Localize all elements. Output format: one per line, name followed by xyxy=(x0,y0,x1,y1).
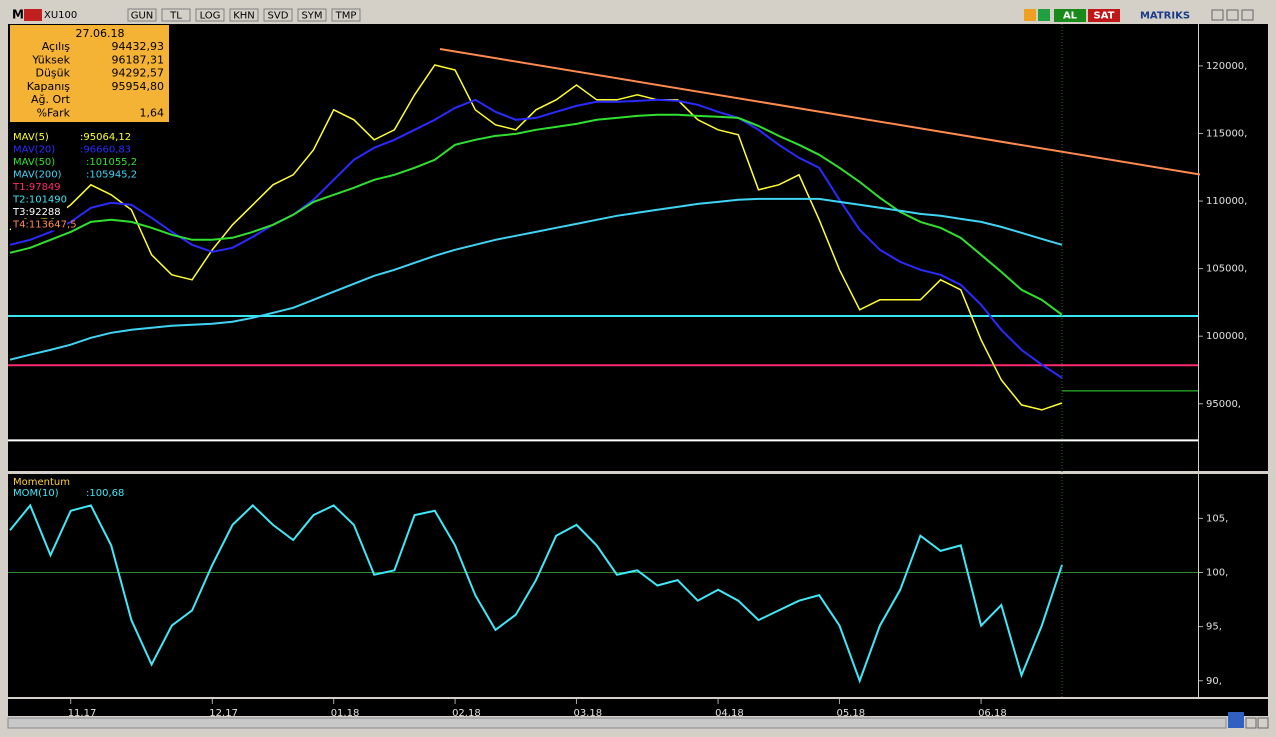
sell-button[interactable]: SAT xyxy=(1094,11,1115,22)
legend-name: MAV(200) xyxy=(13,170,62,181)
tool-icon[interactable] xyxy=(1038,9,1050,21)
maximize[interactable] xyxy=(1226,9,1239,21)
y-tick-label: 95000, xyxy=(1206,399,1241,410)
toolbar-button[interactable]: GUN xyxy=(131,11,154,22)
legend-value: :95064,12 xyxy=(80,132,131,143)
info-label: Kapanış xyxy=(27,80,71,93)
momentum-panel xyxy=(8,474,1198,697)
x-tick-label: 03.18 xyxy=(573,708,602,719)
toolbar-button-bg[interactable] xyxy=(195,8,225,22)
legend-level: T1:97849 xyxy=(12,182,61,193)
info-label: %Fark xyxy=(37,107,71,120)
trend-line xyxy=(439,48,1201,176)
y-tick-label: 110000, xyxy=(1206,196,1247,207)
legend-bg xyxy=(11,206,67,218)
info-label: Yüksek xyxy=(31,53,70,66)
info-label: Ağ. Ort xyxy=(31,93,71,106)
close[interactable] xyxy=(1241,9,1254,21)
buy-button-bg[interactable] xyxy=(1054,9,1086,22)
legend-value: :96660,83 xyxy=(80,145,131,156)
x-tick-label: 06.18 xyxy=(978,708,1007,719)
toolbar-button[interactable]: KHN xyxy=(233,11,255,22)
y-tick-label: 105000, xyxy=(1206,264,1247,275)
scroll-right[interactable] xyxy=(1257,717,1269,729)
legend-name: MAV(50) xyxy=(13,157,55,168)
toolbar-button-bg[interactable] xyxy=(331,8,361,22)
x-tick-label: 05.18 xyxy=(836,708,865,719)
series-line xyxy=(9,503,1063,684)
price-axis-panel xyxy=(1199,24,1268,471)
toolbar-button[interactable]: LOG xyxy=(200,11,221,22)
legend-value: :105945,2 xyxy=(86,170,137,181)
series-line xyxy=(9,197,1063,361)
tool-icon[interactable] xyxy=(1024,9,1036,21)
legend-name: MAV(5) xyxy=(13,132,49,143)
y-tick-label: 90, xyxy=(1206,676,1222,687)
brand: MATRIKS xyxy=(1140,11,1190,22)
info-value: 94292,57 xyxy=(112,67,165,80)
price-panel xyxy=(8,24,1198,471)
legend-value: :100,68 xyxy=(86,488,124,499)
logo-icon xyxy=(24,9,42,21)
x-tick-label: 01.18 xyxy=(331,708,360,719)
legend-level: T3:92288 xyxy=(12,207,61,218)
panel-title: Momentum xyxy=(13,477,70,488)
x-tick-label: 02.18 xyxy=(452,708,481,719)
legend-level: T4:113647,5 xyxy=(12,220,77,231)
info-label: Düşük xyxy=(35,67,70,80)
y-tick-label: 100, xyxy=(1206,568,1228,579)
toolbar-button[interactable]: TMP xyxy=(335,11,357,22)
symbol[interactable]: XU100 xyxy=(44,10,77,21)
momentum-axis-panel xyxy=(1199,474,1268,697)
time-axis-panel xyxy=(8,699,1268,716)
y-tick-label: 95, xyxy=(1206,622,1222,633)
legend-name: MAV(20) xyxy=(13,145,55,156)
x-tick-label: 12.17 xyxy=(209,708,238,719)
info-label: Açılış xyxy=(42,40,71,53)
refresh-button[interactable] xyxy=(1228,712,1244,728)
toolbar-button-bg[interactable] xyxy=(127,8,157,22)
x-tick-label: 04.18 xyxy=(715,708,744,719)
scrollbar[interactable] xyxy=(7,717,1227,729)
legend-bg xyxy=(11,218,67,231)
logo: M xyxy=(12,8,24,22)
y-tick-label: 100000, xyxy=(1206,331,1247,342)
buy-button[interactable]: AL xyxy=(1063,11,1078,22)
toolbar: M XU100 AL SAT MATRIKS GUN TL LOG KHN SVD SYM… xyxy=(8,8,1268,22)
toolbar-button[interactable]: SVD xyxy=(268,11,289,22)
y-tick-label: 115000, xyxy=(1206,128,1247,139)
sell-button-bg[interactable] xyxy=(1088,9,1120,22)
info-value: 96187,31 xyxy=(112,53,165,66)
info-value: 94432,93 xyxy=(112,40,165,53)
info-value: 95954,80 xyxy=(112,80,165,93)
series-line xyxy=(9,98,1063,379)
toolbar-button[interactable]: SYM xyxy=(301,11,322,22)
toolbar-button-bg[interactable] xyxy=(297,8,327,22)
info-value: 1,64 xyxy=(140,107,165,120)
series-line xyxy=(9,64,1063,411)
info-box xyxy=(10,25,169,122)
legend-bg xyxy=(11,193,67,206)
toolbar-button-bg[interactable] xyxy=(263,8,293,22)
legend-name: MOM(10) xyxy=(13,488,59,499)
x-tick-label: 11.17 xyxy=(68,708,97,719)
minimize[interactable] xyxy=(1211,9,1224,21)
y-tick-label: 120000, xyxy=(1206,61,1247,72)
scroll-left[interactable] xyxy=(1245,717,1257,729)
toolbar-button-bg[interactable] xyxy=(161,8,191,22)
toolbar-button-bg[interactable] xyxy=(229,8,259,22)
toolbar-button[interactable]: TL xyxy=(169,11,182,22)
legend-value: :101055,2 xyxy=(86,157,137,168)
legend-bg xyxy=(11,181,67,193)
info-date: 27.06.18 xyxy=(76,27,125,40)
series-line xyxy=(9,113,1063,316)
y-tick-label: 105, xyxy=(1206,513,1228,524)
legend-level: T2:101490 xyxy=(12,195,67,206)
